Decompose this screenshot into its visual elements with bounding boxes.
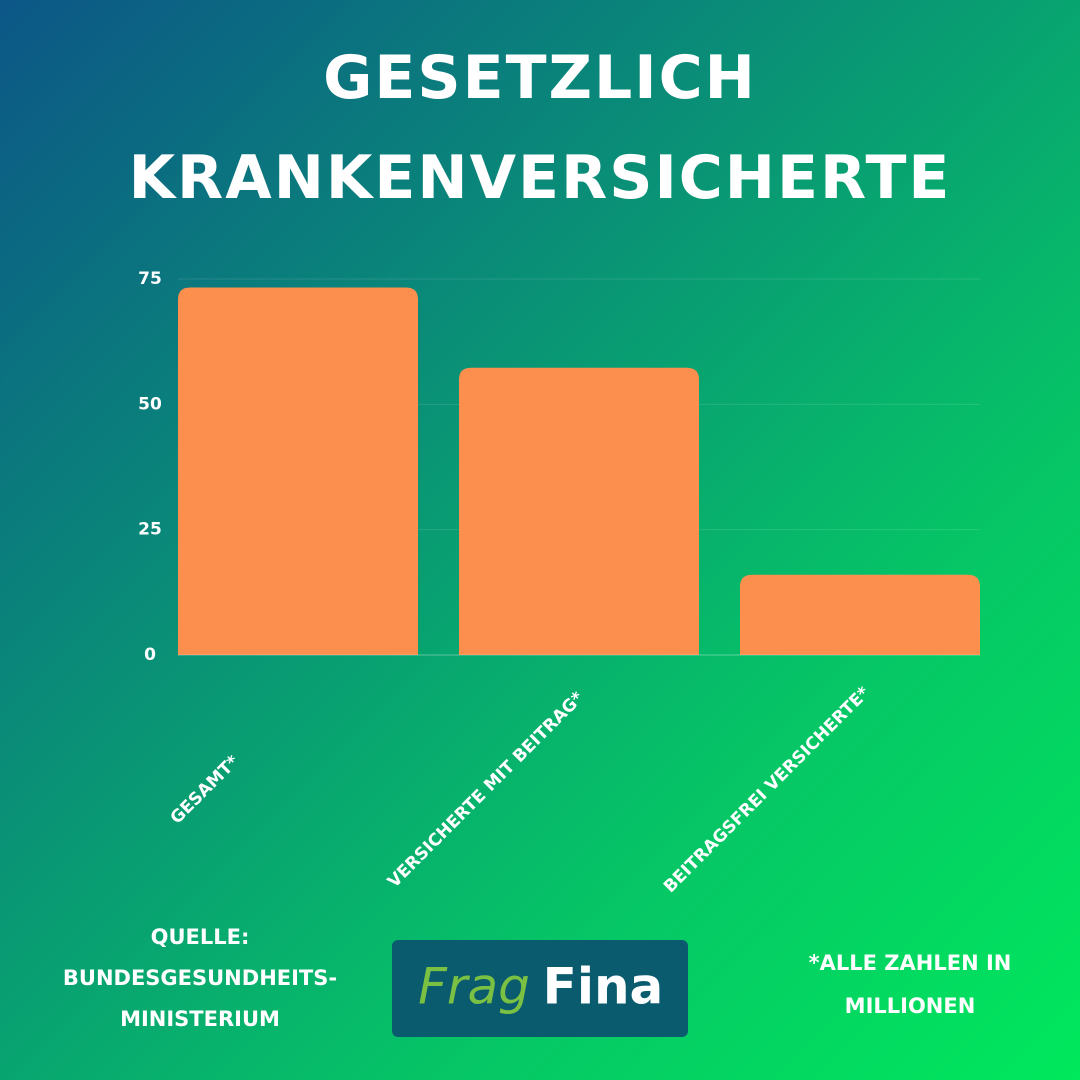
source-text: MINISTERIUM — [120, 1007, 280, 1031]
y-tick-label: 25 — [138, 520, 162, 540]
bar — [740, 574, 980, 655]
logo-fina: Fina — [543, 958, 664, 1016]
y-tick-label: 75 — [138, 269, 162, 289]
note-text: MILLIONEN — [845, 994, 976, 1018]
bar — [178, 287, 418, 655]
note-text: *ALLE ZAHLEN IN — [809, 951, 1012, 975]
logo-box — [392, 940, 688, 1037]
source-text: QUELLE: — [151, 925, 250, 949]
logo-frag: Frag — [418, 958, 530, 1016]
bar — [459, 367, 699, 655]
y-tick-label: 50 — [138, 394, 162, 414]
y-tick-label: 0 — [144, 645, 156, 665]
chart-title: GESETZLICH KRANKENVERSICHERTE — [128, 43, 952, 213]
source-text: BUNDESGESUNDHEITS- — [63, 966, 337, 990]
